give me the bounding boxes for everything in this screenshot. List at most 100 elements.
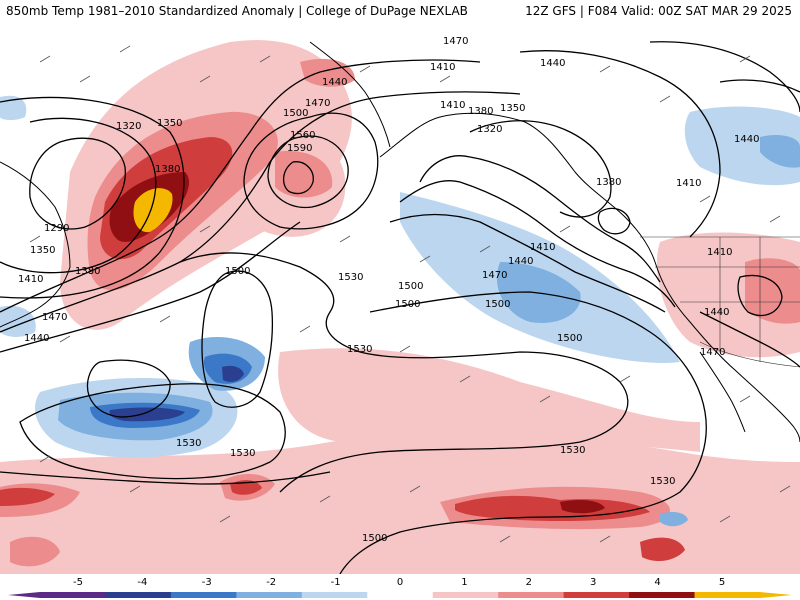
height-contour (201, 270, 274, 408)
colorbar-right-arrow (760, 592, 792, 598)
height-contour (469, 120, 612, 218)
contour-label: 1500 (398, 281, 423, 292)
colorbar-tick-label: 3 (590, 577, 596, 588)
north-america-coastline (379, 112, 800, 443)
height-contours (0, 41, 800, 574)
contour-label: 1380 (155, 164, 180, 175)
contour-label: 1380 (75, 266, 100, 277)
height-contour (719, 79, 800, 93)
contour-label: 1440 (322, 77, 347, 88)
height-contour (419, 155, 661, 283)
baja-coastline (699, 351, 746, 433)
contour-label: 1440 (24, 333, 49, 344)
colorbar-swatch (367, 592, 434, 598)
map-title: 850mb Temp 1981–2010 Standardized Anomal… (6, 4, 468, 18)
colorbar-tick-label: 0 (397, 577, 403, 588)
height-contour (389, 213, 666, 313)
height-contour (0, 471, 331, 485)
contour-label: 1500 (395, 299, 420, 310)
cool-anomaly-region (0, 305, 36, 337)
height-contour (597, 207, 631, 235)
contour-label: 1440 (734, 134, 759, 145)
contour-label: 1320 (116, 121, 141, 132)
warm-anomaly-region (300, 58, 355, 87)
height-contour (0, 59, 481, 313)
height-contour (699, 311, 800, 368)
contour-label: 1590 (287, 143, 312, 154)
height-contour (86, 359, 171, 418)
wind-barb (29, 195, 781, 263)
border-line (699, 341, 800, 368)
contour-label: 1530 (230, 448, 255, 459)
contour-label: 1410 (430, 62, 455, 73)
anomaly-shading (0, 40, 800, 574)
colorbar-swatch (563, 592, 630, 598)
contour-label: 1410 (18, 274, 43, 285)
colorbar-swatch (301, 592, 368, 598)
height-contour (737, 274, 783, 317)
colorbar-tick-label: -1 (331, 577, 341, 588)
height-contour (399, 180, 676, 308)
height-contour (519, 50, 721, 238)
contour-label: 1530 (347, 344, 372, 355)
colorbar-left-arrow (8, 592, 40, 598)
contour-label: 1470 (42, 312, 67, 323)
colorbar-tick-label: -4 (137, 577, 147, 588)
strong-cool-anomaly-region (109, 407, 185, 422)
anomaly-map: 1470 1410 1440 1440 1470 1500 1560 1590 … (0, 22, 800, 574)
colorbar-swatch (432, 592, 499, 598)
colorbar-swatch (236, 592, 303, 598)
warm-anomaly-region (230, 480, 262, 495)
contour-label: 1500 (557, 333, 582, 344)
contour-label: 1350 (157, 118, 182, 129)
warm-anomaly-region (560, 500, 605, 514)
contour-label: 1470 (443, 36, 468, 47)
colorbar-swatch (170, 592, 237, 598)
height-contour (0, 96, 185, 299)
colorbar-swatch (105, 592, 172, 598)
contour-label: 1530 (176, 438, 201, 449)
wind-barbs (29, 45, 791, 543)
contour-label: 1290 (44, 223, 69, 234)
contour-label: 1350 (30, 245, 55, 256)
alaska-coastline (309, 41, 391, 148)
asia-coastline (0, 161, 71, 328)
warm-anomaly-region (745, 258, 800, 324)
colorbar-ticks: -5 -4 -3 -2 -1 0 1 2 3 4 5 (73, 577, 725, 588)
height-contour (282, 161, 314, 195)
height-contour (649, 41, 800, 113)
colorbar-tick-label: -5 (73, 577, 83, 588)
warm-anomaly-region (0, 431, 800, 574)
colorbar-swatches (40, 592, 761, 598)
contour-label: 1350 (500, 103, 525, 114)
contour-label: 1440 (704, 307, 729, 318)
height-contour (19, 383, 286, 480)
colorbar-swatch (694, 592, 761, 598)
contour-label: 1470 (700, 347, 725, 358)
colorbar-swatch (40, 592, 106, 598)
contour-label: 1470 (305, 98, 330, 109)
height-contour (267, 135, 349, 209)
contour-label: 1530 (650, 476, 675, 487)
wind-barb (39, 455, 791, 543)
model-run-info: 12Z GFS | F084 Valid: 00Z SAT MAR 29 202… (525, 4, 792, 18)
contour-label: 1440 (540, 58, 565, 69)
height-contour (29, 137, 126, 230)
contour-label: 1500 (485, 299, 510, 310)
warm-anomaly-region (275, 151, 333, 198)
cool-anomaly-region (684, 106, 800, 186)
warm-anomaly-region (278, 348, 700, 452)
colorbar-tick-label: 5 (719, 577, 725, 588)
contour-label: 1530 (560, 445, 585, 456)
contour-label: 1320 (477, 124, 502, 135)
contour-label: 1380 (468, 106, 493, 117)
anomaly-colorbar: -5 -4 -3 -2 -1 0 1 2 3 4 5 (8, 577, 792, 598)
contour-label: 1560 (290, 130, 315, 141)
warm-anomaly-region (640, 537, 685, 562)
contour-label: 1410 (676, 178, 701, 189)
cool-anomaly-region (660, 512, 688, 527)
wind-barb (59, 315, 751, 403)
coastlines (0, 41, 800, 443)
contour-label: 1410 (530, 242, 555, 253)
contour-label: 1470 (482, 270, 507, 281)
